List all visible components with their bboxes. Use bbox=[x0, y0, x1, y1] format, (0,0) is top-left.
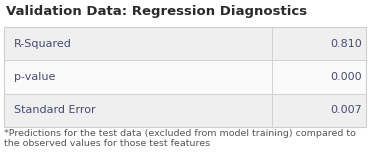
Text: R-Squared: R-Squared bbox=[14, 39, 72, 49]
Bar bbox=[272, 94, 366, 127]
Bar bbox=[4, 60, 272, 94]
Bar bbox=[272, 60, 366, 94]
Bar bbox=[4, 27, 366, 127]
Text: p-value: p-value bbox=[14, 72, 56, 82]
Bar bbox=[4, 27, 272, 60]
Text: *Predictions for the test data (excluded from model training) compared to: *Predictions for the test data (excluded… bbox=[4, 129, 356, 138]
Text: Validation Data: Regression Diagnostics: Validation Data: Regression Diagnostics bbox=[6, 5, 307, 18]
Text: 0.810: 0.810 bbox=[330, 39, 362, 49]
Text: 0.007: 0.007 bbox=[330, 105, 362, 115]
Text: Standard Error: Standard Error bbox=[14, 105, 95, 115]
Text: the observed values for those test features: the observed values for those test featu… bbox=[4, 139, 210, 148]
Bar bbox=[272, 27, 366, 60]
Text: 0.000: 0.000 bbox=[330, 72, 362, 82]
Bar bbox=[4, 94, 272, 127]
